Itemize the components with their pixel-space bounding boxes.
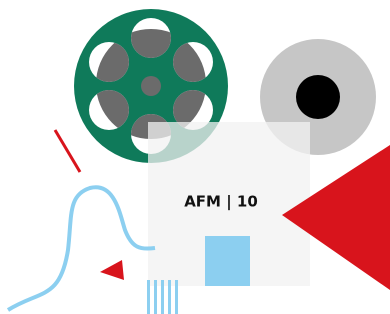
blue-curve (8, 187, 155, 310)
illustration: AFM | 10 (0, 0, 390, 314)
red-line (55, 130, 80, 172)
blue-square (205, 236, 250, 286)
small-triangle (100, 260, 124, 280)
logo-text: AFM | 10 (184, 193, 258, 212)
